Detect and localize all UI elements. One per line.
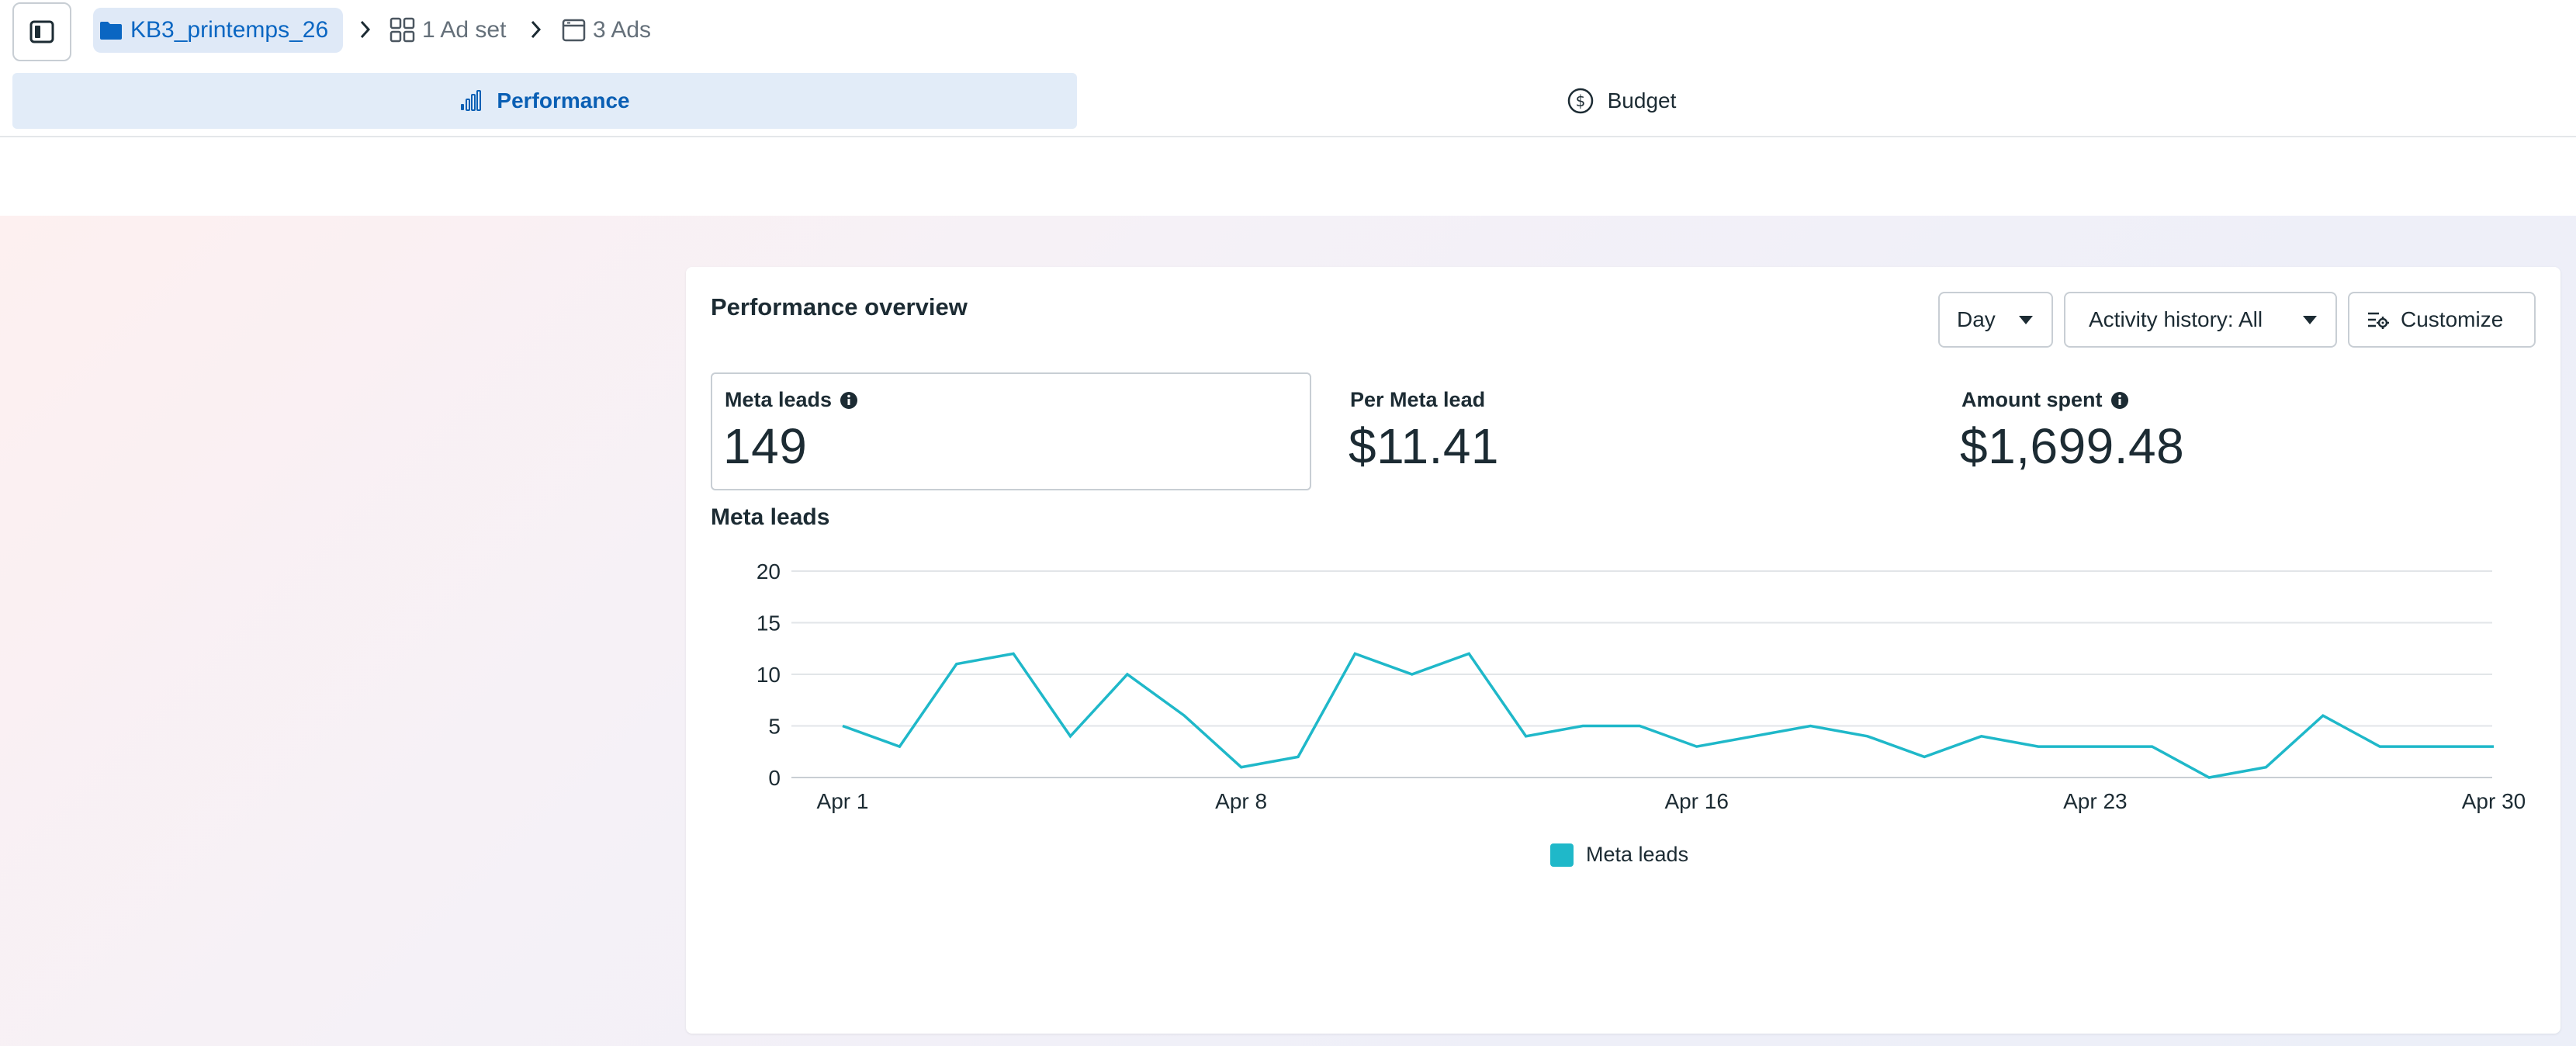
breadcrumb-campaign-label: KB3_printemps_26	[130, 17, 329, 43]
bar-chart-icon	[459, 90, 483, 112]
folder-icon	[99, 20, 123, 40]
chart-title: Meta leads	[711, 504, 830, 530]
tab-performance-label: Performance	[497, 88, 630, 113]
metric-label: Amount spent	[1961, 388, 2129, 412]
x-tick-label: Apr 16	[1664, 789, 1729, 813]
caret-down-icon	[2019, 316, 2033, 324]
legend-swatch	[1550, 843, 1574, 867]
customize-button[interactable]: Customize	[2348, 292, 2536, 348]
y-tick-label: 20	[757, 559, 781, 584]
activity-history-dropdown[interactable]: Activity history: All	[2064, 292, 2337, 348]
chevron-right-icon	[358, 19, 372, 44]
chart-legend[interactable]: Meta leads	[1550, 843, 1688, 867]
sidebar-panel-icon	[29, 20, 54, 43]
metric-value: 149	[723, 418, 808, 474]
breadcrumb-ads[interactable]: 3 Ads	[562, 8, 651, 53]
y-tick-label: 0	[768, 766, 781, 790]
x-tick-label: Apr 30	[2462, 789, 2526, 813]
metric-amount-spent: Amount spent $1,699.48	[1948, 372, 2413, 490]
tab-budget-label: Budget	[1607, 88, 1677, 113]
metric-meta-leads[interactable]: Meta leads 149	[711, 372, 1311, 490]
view-tabs: Performance $ Budget	[0, 72, 2576, 137]
chevron-right-icon	[529, 19, 543, 44]
tab-performance[interactable]: Performance	[12, 73, 1077, 129]
metric-label-text: Amount spent	[1961, 388, 2103, 411]
svg-text:$: $	[1575, 92, 1585, 110]
series-line	[842, 652, 2494, 779]
info-icon[interactable]	[2110, 391, 2129, 410]
breadcrumb-adset-label: 1 Ad set	[422, 17, 507, 43]
sidebar-toggle-button[interactable]	[12, 2, 71, 61]
meta-leads-line-chart: 0 5 10 15 20 Apr 1 Apr 8 Apr 16 Apr 23 Apr 30	[757, 559, 2526, 813]
ad-window-icon	[562, 18, 587, 43]
dropdown-value: Activity history: All	[2089, 307, 2263, 331]
metric-value: $11.41	[1349, 418, 1499, 474]
time-granularity-dropdown[interactable]: Day	[1938, 292, 2053, 348]
metric-value: $1,699.48	[1960, 418, 2185, 474]
dropdown-value: Day	[1957, 307, 1996, 331]
breadcrumb-adset[interactable]: 1 Ad set	[390, 8, 506, 53]
grid-icon	[390, 17, 416, 43]
metric-label: Per Meta lead	[1350, 388, 1485, 412]
metric-label: Meta leads	[725, 388, 858, 412]
performance-overview-card: Performance overview Day Activity histor…	[686, 267, 2560, 1034]
x-tick-label: Apr 1	[817, 789, 869, 813]
card-title: Performance overview	[711, 293, 968, 320]
metric-per-meta-lead: Per Meta lead $11.41	[1336, 372, 1724, 490]
top-bar: KB3_printemps_26 1 Ad set 3 Ads	[0, 0, 2576, 65]
tab-budget[interactable]: $ Budget	[1079, 73, 2165, 129]
dollar-circle-icon: $	[1567, 88, 1594, 114]
customize-label: Customize	[2401, 307, 2504, 331]
y-tick-label: 15	[757, 611, 781, 636]
breadcrumb-ads-label: 3 Ads	[593, 17, 652, 43]
metric-label-text: Per Meta lead	[1350, 388, 1486, 411]
y-tick-label: 10	[757, 663, 781, 687]
metric-label-text: Meta leads	[725, 388, 833, 411]
breadcrumb-campaign[interactable]: KB3_printemps_26	[93, 8, 343, 53]
caret-down-icon	[2303, 316, 2317, 324]
legend-label: Meta leads	[1586, 843, 1689, 866]
info-icon[interactable]	[840, 391, 858, 410]
x-tick-label: Apr 23	[2063, 789, 2128, 813]
x-tick-label: Apr 8	[1215, 789, 1267, 813]
y-tick-label: 5	[768, 715, 781, 739]
settings-sliders-icon	[2367, 309, 2390, 331]
